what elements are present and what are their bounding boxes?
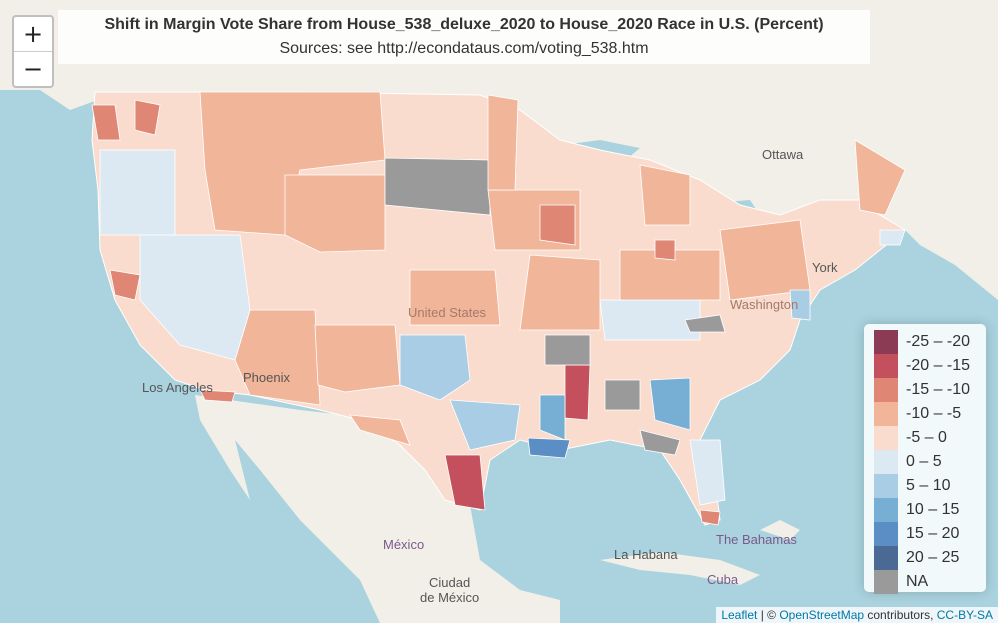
- zoom-in-button[interactable]: +: [22, 20, 44, 48]
- legend-label: 0 – 5: [906, 453, 942, 470]
- legend-label: -15 – -10: [906, 381, 971, 398]
- legend-swatch: [874, 450, 898, 474]
- legend-label: NA: [906, 573, 929, 590]
- label-washington: Washington: [730, 297, 799, 312]
- legend-swatch: [874, 426, 898, 450]
- attribution-contrib: contributors,: [864, 608, 937, 622]
- map-title: Shift in Margin Vote Share from House_53…: [104, 16, 824, 33]
- map-title-box: Shift in Margin Vote Share from House_53…: [58, 10, 870, 64]
- legend-label: 5 – 10: [906, 477, 951, 494]
- legend-swatch: [874, 378, 898, 402]
- legend-label: 10 – 15: [906, 501, 960, 518]
- zoom-out-button[interactable]: −: [14, 51, 52, 86]
- legend-label: 20 – 25: [906, 549, 960, 566]
- legend-label: -5 – 0: [906, 429, 947, 446]
- osm-link[interactable]: OpenStreetMap: [779, 608, 865, 622]
- label-united-states: United States: [408, 305, 487, 320]
- label-phoenix: Phoenix: [243, 370, 290, 385]
- label-la-habana: La Habana: [614, 547, 678, 562]
- district-fills: [91, 91, 906, 526]
- label-ottawa: Ottawa: [762, 147, 804, 162]
- legend-swatch: [874, 522, 898, 546]
- label-ciudad-de-mexico: Ciudad de México: [420, 575, 480, 605]
- legend: -25 – -20 -20 – -15 -15 – -10 -10 – -5 -…: [864, 324, 986, 594]
- label-new-york: York: [812, 260, 838, 275]
- label-cuba: Cuba: [707, 572, 739, 587]
- legend-swatch: [874, 402, 898, 426]
- legend-label: -25 – -20: [906, 333, 971, 350]
- attribution: Leaflet | © OpenStreetMap contributors, …: [716, 607, 998, 623]
- label-mexico: México: [383, 537, 425, 552]
- map-sources: Sources: see http://econdataus.com/votin…: [279, 40, 649, 57]
- legend-swatch: [874, 354, 898, 378]
- legend-swatch: [874, 330, 898, 354]
- legend-swatch: [874, 498, 898, 522]
- leaflet-link[interactable]: Leaflet: [721, 608, 758, 622]
- legend-swatch: [874, 546, 898, 570]
- legend-swatch: [874, 570, 898, 594]
- legend-label: -20 – -15: [906, 357, 971, 374]
- label-bahamas: The Bahamas: [716, 532, 797, 547]
- canada-land: [0, 0, 998, 300]
- license-link[interactable]: CC-BY-SA: [936, 608, 993, 622]
- mexico-land: [195, 395, 560, 623]
- label-los-angeles: Los Angeles: [142, 380, 213, 395]
- zoom-control: + −: [12, 15, 54, 88]
- cuba-land: [600, 520, 800, 585]
- legend-label: 15 – 20: [906, 525, 960, 542]
- attribution-sep: | ©: [757, 608, 780, 622]
- legend-swatch: [874, 474, 898, 498]
- legend-label: -10 – -5: [906, 405, 962, 422]
